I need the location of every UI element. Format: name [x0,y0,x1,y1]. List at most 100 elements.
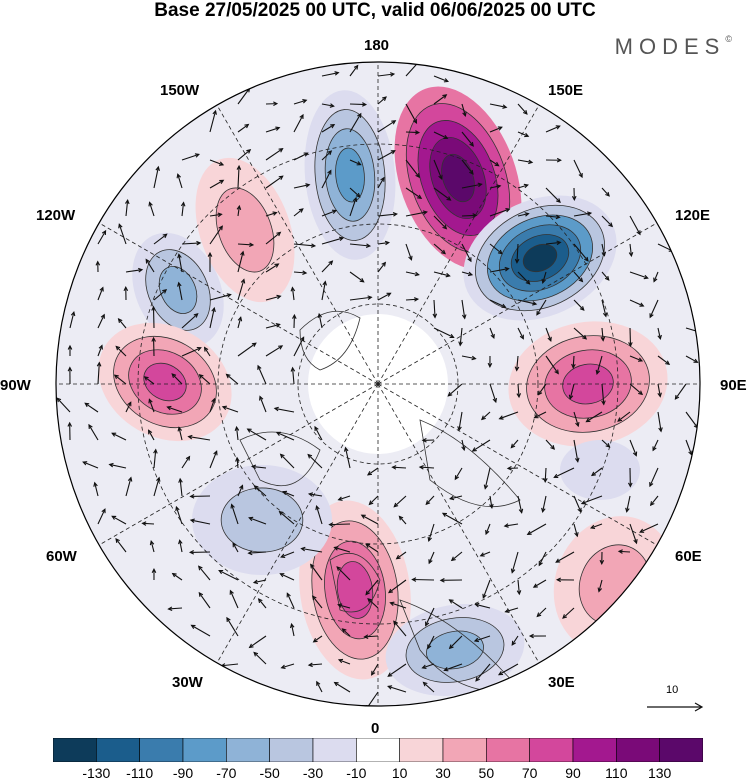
wind-vector [377,176,385,189]
meridian-5 [377,383,540,664]
wind-vector [433,243,447,255]
wind-vector [237,149,252,161]
wind-vector [543,467,548,483]
wind-vector [115,537,127,553]
colorbar-swatch [53,738,97,762]
wind-vector [248,516,267,525]
wind-vector [545,355,559,375]
wind-vector [377,240,391,246]
colorbar-swatch [399,738,444,762]
wind-vector [113,374,127,385]
wind-vector [97,344,103,357]
wind-vector [433,327,455,339]
colorbar-tick-label: 10 [391,765,408,781]
colorbar-tick-label: 90 [565,765,581,781]
colorbar-swatch [529,738,574,762]
wind-vector [237,278,246,301]
wind-vector [450,551,463,562]
wind-vector [517,212,530,217]
wind-vector [517,271,531,285]
wind-vector [421,663,435,669]
wind-vector [198,591,211,609]
wind-vector [69,310,76,329]
lon-label-150e: 150E [548,82,584,99]
wind-vector [657,327,662,341]
wind-vector [595,355,603,375]
wind-vector [590,467,603,477]
wind-vector [405,271,420,277]
map-field [56,62,700,706]
wind-vector [461,271,474,277]
wind-vector [123,286,129,301]
wind-vector [425,495,435,506]
wind-vector [555,577,575,583]
wind-vector [328,522,351,527]
wind-vector [180,201,186,217]
wind-vector [377,72,396,77]
anomaly-negative-125w [132,232,224,348]
wind-vector [280,663,295,669]
wind-vector [573,411,580,428]
wind-vector [257,364,267,385]
wind-vector [489,184,502,189]
wind-vector [526,523,547,535]
wind-vector [439,577,463,583]
wind-vector [67,366,73,385]
wind-vector [88,423,99,441]
wind-vector [310,563,323,581]
colorbar-swatch [616,738,660,762]
colorbar-swatch [356,738,400,762]
wind-vector [653,271,659,283]
anomaly-negative-45w [192,465,332,575]
colorbar-swatch [226,738,270,762]
wind-vector [343,446,351,469]
wind-vector [489,266,510,273]
wind-vector [629,383,644,396]
wind-vector [337,495,351,501]
wind-vector [432,299,438,319]
wind-vector [377,261,387,273]
polar-map [55,61,701,707]
wind-vector [405,187,423,200]
wind-vector [171,572,183,581]
wind-vector [333,681,351,693]
wind-vector [573,523,579,538]
anomaly-positive-150e [394,86,522,270]
wind-vector [367,597,379,609]
meridian-4 [377,383,658,546]
wind-vector [177,281,183,301]
wind-vector [209,179,225,189]
wind-vector [187,434,211,441]
wind-vector [177,426,183,441]
colorbar-tick-label: -30 [302,765,324,781]
wind-vector [480,411,491,421]
wind-vector [504,607,519,613]
wind-vector [458,327,463,347]
wind-vector [312,635,323,643]
lon-label-120w: 120W [36,207,76,224]
wind-vector [377,292,392,301]
wind-vector [311,595,323,609]
wind-vector [517,159,534,165]
wind-vector [293,99,308,105]
wind-vector [536,299,547,316]
colorbar-tick-label: 70 [521,765,538,781]
wind-vector [148,398,155,413]
wind-vector [115,345,127,357]
wind-vector [363,634,379,639]
wind-vector [617,411,631,422]
wind-vector [487,355,493,368]
wind-vector [56,397,71,413]
wind-vector [293,152,309,161]
wind-vector [405,297,420,302]
wind-vector [349,102,368,107]
wind-vector [84,402,99,413]
wind-vector [649,467,659,488]
lon-label-90e: 90E [720,377,747,394]
wind-vector [545,240,562,246]
wind-vector [321,103,335,108]
lon-label-150w: 150W [160,82,200,99]
wind-vector [629,299,645,307]
wind-vector [461,159,474,175]
wind-vector [97,229,107,245]
